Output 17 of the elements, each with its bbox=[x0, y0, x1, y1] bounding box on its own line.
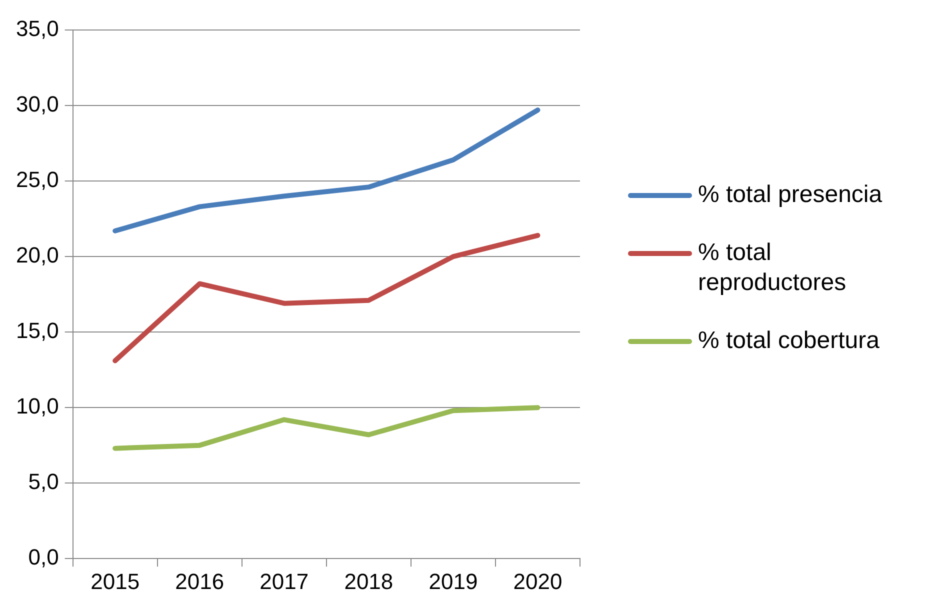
y-tick-label: 25,0 bbox=[16, 167, 59, 192]
legend-label: % total cobertura bbox=[698, 326, 880, 356]
x-tick-label: 2019 bbox=[428, 568, 478, 594]
y-tick-label: 30,0 bbox=[16, 92, 59, 117]
x-tick-label: 2020 bbox=[513, 568, 562, 594]
legend-label: % total reproductores bbox=[698, 238, 848, 298]
x-tick-label: 2016 bbox=[175, 568, 224, 594]
y-tick-label: 10,0 bbox=[16, 394, 59, 419]
y-tick-label: 5,0 bbox=[28, 469, 59, 494]
x-tick-label: 2018 bbox=[344, 568, 394, 594]
x-tick-label: 2015 bbox=[90, 568, 140, 594]
y-tick-label: 20,0 bbox=[16, 242, 59, 268]
y-tick-label: 15,0 bbox=[16, 318, 59, 344]
x-tick-label: 2017 bbox=[260, 568, 309, 594]
y-tick-label: 0,0 bbox=[28, 544, 59, 570]
legend-label: % total presencia bbox=[698, 180, 882, 210]
y-tick-label: 35,0 bbox=[16, 16, 59, 42]
